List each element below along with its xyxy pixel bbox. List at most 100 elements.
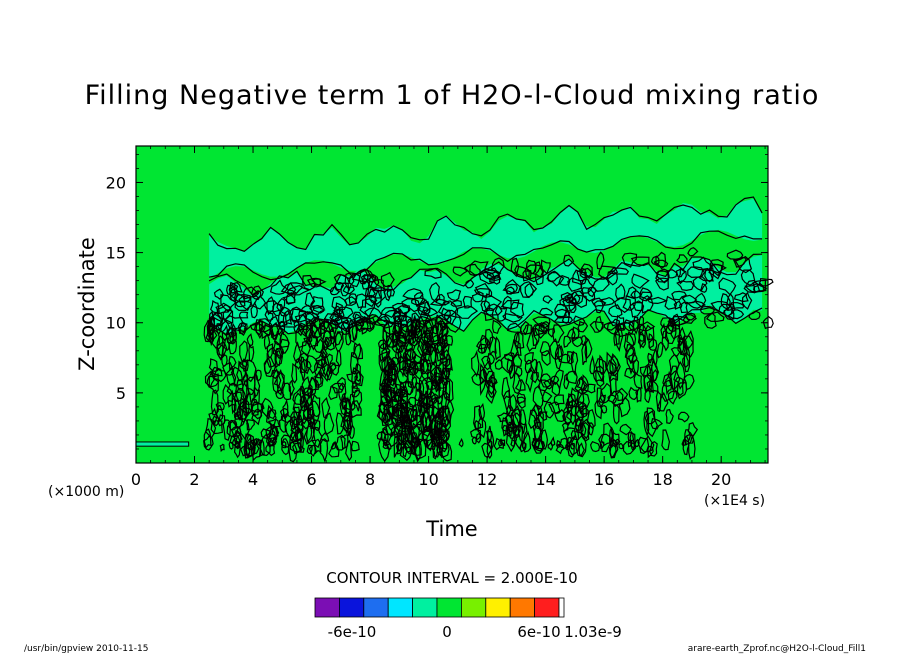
contour-loop	[292, 442, 305, 455]
contour-loop	[548, 401, 561, 414]
contour-loop	[644, 388, 651, 404]
contour-loop	[553, 394, 565, 406]
contour-loop	[594, 315, 604, 333]
contour-loop	[644, 407, 656, 425]
contour-loop	[393, 419, 404, 439]
contour-loop	[552, 369, 564, 391]
contour-loop	[566, 351, 575, 365]
contour-loop	[307, 376, 317, 400]
contour-loop	[510, 257, 520, 278]
contour-loop	[439, 430, 450, 442]
contour-loop	[473, 287, 493, 299]
contour-loop	[547, 441, 554, 451]
x-tick-label: 8	[365, 470, 375, 489]
contour-loop	[531, 438, 537, 447]
contour-loop	[637, 333, 646, 349]
contour-loop	[222, 419, 231, 442]
contour-loop	[429, 298, 451, 306]
contour-loop	[727, 309, 745, 320]
contour-loop	[673, 360, 686, 390]
contour-loop	[425, 414, 433, 431]
colorbar-cell	[338, 597, 365, 618]
contour-loop	[353, 341, 362, 362]
contour-loop	[458, 437, 464, 448]
contour-loop	[246, 376, 256, 396]
contour-loop	[393, 321, 400, 334]
contour-loop	[386, 442, 392, 451]
contour-loop	[354, 369, 362, 385]
contour-loop	[676, 280, 695, 292]
contour-loop	[257, 438, 263, 447]
contour-loop	[298, 322, 311, 338]
contour-loop	[358, 268, 369, 285]
contour-loop	[233, 429, 242, 446]
x-tick-label: 4	[248, 470, 258, 489]
contour-loop	[656, 341, 664, 359]
contour-loop	[673, 300, 683, 310]
contour-loop	[235, 387, 247, 408]
contour-loop	[228, 282, 243, 294]
contour-loop	[579, 267, 593, 279]
contour-loop	[395, 337, 407, 353]
contour-loop	[309, 376, 320, 392]
contour-loop	[704, 267, 715, 283]
contour-loop	[524, 352, 534, 365]
contour-loop	[541, 350, 551, 366]
contour-loop	[314, 438, 322, 455]
contour-loop	[443, 309, 457, 326]
contour-loop	[628, 386, 639, 401]
x-tick-label: 16	[594, 470, 614, 489]
contour-loop	[491, 257, 505, 275]
contour-loop	[578, 442, 585, 457]
contour-loop	[226, 284, 237, 297]
contour-loop	[668, 353, 680, 377]
contour-loop	[412, 318, 421, 337]
contour-loop	[665, 370, 673, 396]
x-axis-ticks: 0 2 4 6 8 10 12 14 16 18 20	[131, 146, 766, 489]
contour-loop	[676, 254, 688, 264]
x-tick-label: 12	[477, 470, 497, 489]
contour-loop	[516, 396, 526, 409]
contour-loop	[239, 340, 249, 363]
contour-loop	[608, 304, 623, 318]
upper-band	[209, 198, 763, 279]
contour-loop	[384, 355, 395, 377]
contour-loop	[215, 302, 232, 315]
contour-loop	[216, 340, 228, 357]
contour-loop	[251, 289, 262, 301]
y-axis-unit: (×1000 m)	[48, 484, 124, 500]
contour-loop	[485, 303, 503, 316]
contour-loop	[270, 323, 284, 338]
contour-loop	[609, 370, 617, 397]
contour-loop	[555, 443, 565, 455]
contour-loop	[317, 324, 328, 336]
contour-loop	[612, 403, 620, 425]
contour-loop	[752, 279, 767, 294]
contour-loop	[359, 298, 376, 318]
contour-loop	[348, 393, 356, 412]
y-axis-label: Z-coordinate	[75, 237, 99, 371]
contour-loop	[263, 300, 282, 313]
contour-loop	[686, 300, 707, 309]
colorbar-label: 6e-10	[517, 623, 560, 641]
contour-loop	[250, 301, 258, 319]
contour-loop	[410, 319, 417, 337]
lower-band	[209, 255, 763, 334]
contour-loop	[561, 422, 569, 433]
contour-loop	[446, 289, 462, 302]
contour-loop	[299, 394, 308, 412]
contour-loop	[433, 415, 443, 434]
contour-loop	[420, 307, 439, 317]
contour-loop	[219, 443, 225, 453]
contour-loop	[208, 317, 215, 341]
contour-loop	[599, 382, 612, 404]
contour-loop	[237, 400, 249, 421]
contour-loop	[324, 336, 336, 351]
contour-loop	[308, 444, 317, 457]
contour-loop	[328, 318, 337, 339]
contour-loop	[384, 386, 396, 401]
x-tick-label: 18	[652, 470, 672, 489]
contour-loop	[648, 333, 655, 349]
contour-loop	[519, 320, 529, 336]
contour-loop	[439, 348, 451, 368]
